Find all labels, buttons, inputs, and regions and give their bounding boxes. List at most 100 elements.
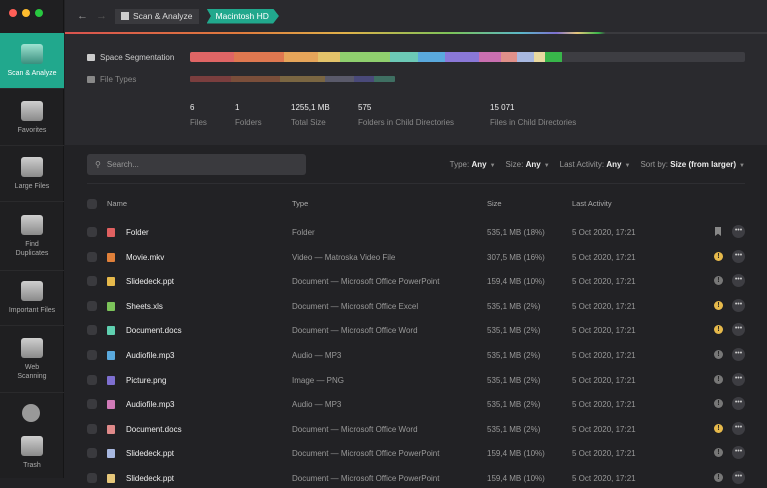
info-icon[interactable]: !	[714, 350, 723, 359]
file-size: 535,1 MB (2%)	[487, 326, 541, 336]
filter-last-activity[interactable]: Last Activity: Any ▼	[560, 160, 631, 169]
table-row[interactable]: Audiofile.mp3 Audio — MP3 535,1 MB (2%) 5 O…	[87, 345, 745, 365]
segment[interactable]	[517, 52, 535, 62]
file-date: 5 Oct 2020, 17:21	[572, 375, 636, 385]
more-options-button[interactable]: •••	[732, 274, 745, 288]
filter-type[interactable]: Type: Any ▼	[450, 160, 496, 169]
row-checkbox[interactable]	[87, 423, 97, 434]
info-icon[interactable]: !	[714, 374, 723, 384]
column-name[interactable]: Name	[107, 199, 128, 208]
filter-size[interactable]: Size: Any ▼	[506, 160, 550, 169]
more-options-button[interactable]: •••	[732, 446, 745, 460]
segment[interactable]	[417, 52, 446, 62]
breadcrumb-root[interactable]: Scan & Analyze	[115, 8, 199, 24]
column-last-activity[interactable]: Last Activity	[572, 199, 612, 208]
row-checkbox[interactable]	[87, 473, 97, 483]
segment[interactable]	[284, 52, 318, 62]
column-size[interactable]: Size	[487, 199, 502, 208]
segment[interactable]	[445, 52, 479, 62]
column-type[interactable]: Type	[292, 199, 309, 208]
row-checkbox[interactable]	[87, 325, 97, 336]
zoom-button[interactable]	[35, 9, 43, 17]
more-options-button[interactable]: •••	[732, 323, 745, 337]
more-options-button[interactable]: •••	[732, 421, 745, 435]
file-types-bar[interactable]	[190, 76, 395, 82]
segment[interactable]	[339, 52, 390, 62]
more-options-button[interactable]: •••	[732, 348, 745, 361]
table-row[interactable]: Picture.png Image — PNG 535,1 MB (2%) 5 Oct…	[87, 370, 745, 390]
row-checkbox[interactable]	[87, 350, 97, 360]
file-type-segment[interactable]	[353, 76, 375, 82]
table-row[interactable]: Folder Folder 535,1 MB (18%) 5 Oct 2020, 17…	[87, 222, 745, 242]
segment[interactable]	[389, 52, 418, 62]
more-options-button[interactable]: •••	[732, 249, 745, 263]
file-type-segment[interactable]	[280, 76, 326, 82]
row-checkbox[interactable]	[87, 251, 97, 262]
segment[interactable]	[234, 52, 285, 62]
warning-icon[interactable]: !	[714, 300, 723, 310]
sidebar-item-find-duplicates[interactable]: Find Duplicates	[0, 202, 64, 271]
file-size: 535,1 MB (2%)	[487, 400, 541, 410]
file-name: Movie.mkv	[126, 252, 165, 262]
segment[interactable]	[534, 52, 546, 62]
row-checkbox[interactable]	[87, 276, 97, 287]
segment[interactable]	[478, 52, 501, 62]
file-type-segment[interactable]	[374, 76, 395, 82]
more-options-button[interactable]: •••	[732, 225, 745, 238]
minimize-button[interactable]	[22, 9, 30, 17]
segment[interactable]	[190, 52, 235, 62]
close-button[interactable]	[9, 9, 17, 17]
sidebar-item-trash[interactable]: Trash	[0, 428, 64, 478]
file-type-segment[interactable]	[190, 76, 231, 82]
table-row[interactable]: Slidedeck.ppt Document — Microsoft Office…	[87, 271, 745, 291]
sidebar-item-large-files[interactable]: Large Files	[0, 146, 64, 202]
breadcrumb-current[interactable]: Macintosh HD	[206, 8, 279, 24]
row-checkbox[interactable]	[87, 374, 97, 385]
segment[interactable]	[545, 52, 562, 62]
table-row[interactable]: Slidedeck.ppt Document — Microsoft Office…	[87, 468, 745, 488]
table-row[interactable]: Sheets.xls Document — Microsoft Office Ex…	[87, 296, 745, 316]
table-row[interactable]: Slidedeck.ppt Document — Microsoft Office…	[87, 443, 745, 463]
table-row[interactable]: Document.docs Document — Microsoft Office…	[87, 320, 745, 340]
scan-icon	[121, 12, 129, 20]
file-type-icon	[107, 301, 115, 311]
table-row[interactable]: Audiofile.mp3 Audio — MP3 535,1 MB (2%) 5 O…	[87, 394, 745, 414]
table-row[interactable]: Movie.mkv Video — Matroska Video File 307,…	[87, 247, 745, 267]
table-row[interactable]: Document.docs Document — Microsoft Office…	[87, 419, 745, 439]
file-size: 535,1 MB (2%)	[487, 424, 541, 434]
file-type-segment[interactable]	[231, 76, 281, 82]
row-checkbox[interactable]	[87, 448, 97, 459]
sidebar-item-web-scanning[interactable]: Web Scanning	[0, 326, 64, 393]
sidebar-item-scan-analyze[interactable]: Scan & Analyze	[0, 33, 64, 89]
more-options-button[interactable]: •••	[732, 372, 745, 386]
stats: 6 Files 1 Folders 1255,1 MB Total Size 575 F…	[190, 103, 576, 127]
sidebar-item-important-files[interactable]: Important Files	[0, 271, 64, 326]
stat-value: 15 071	[490, 103, 515, 112]
bookmark-icon[interactable]	[715, 227, 721, 236]
info-icon[interactable]: !	[714, 448, 723, 458]
row-checkbox[interactable]	[87, 399, 97, 410]
info-icon[interactable]: !	[714, 399, 723, 409]
more-options-button[interactable]: •••	[732, 298, 745, 312]
space-segmentation-bar[interactable]	[190, 52, 745, 62]
warning-icon[interactable]: !	[714, 325, 723, 335]
forward-arrow-icon[interactable]: →	[96, 10, 107, 22]
file-type-icon	[107, 228, 115, 237]
sidebar-item-favorites[interactable]: Favorites	[0, 90, 64, 146]
segment[interactable]	[500, 52, 518, 62]
file-name: Folder	[126, 228, 149, 237]
info-icon[interactable]: !	[714, 276, 723, 286]
file-type-segment[interactable]	[325, 76, 354, 82]
settings-gear-icon[interactable]	[22, 404, 40, 422]
row-checkbox[interactable]	[87, 300, 97, 311]
segment[interactable]	[317, 52, 340, 62]
search-input[interactable]: ⚲ Search...	[87, 154, 306, 175]
back-arrow-icon[interactable]: ←	[77, 10, 88, 22]
more-options-button[interactable]: •••	[732, 397, 745, 411]
select-all-checkbox[interactable]	[87, 199, 97, 209]
warning-icon[interactable]: !	[714, 251, 723, 261]
row-checkbox[interactable]	[87, 227, 97, 237]
stat-label: Total Size	[291, 118, 326, 127]
sort-by[interactable]: Sort by: Size (from larger) ▼	[640, 160, 745, 169]
warning-icon[interactable]: !	[714, 423, 723, 433]
